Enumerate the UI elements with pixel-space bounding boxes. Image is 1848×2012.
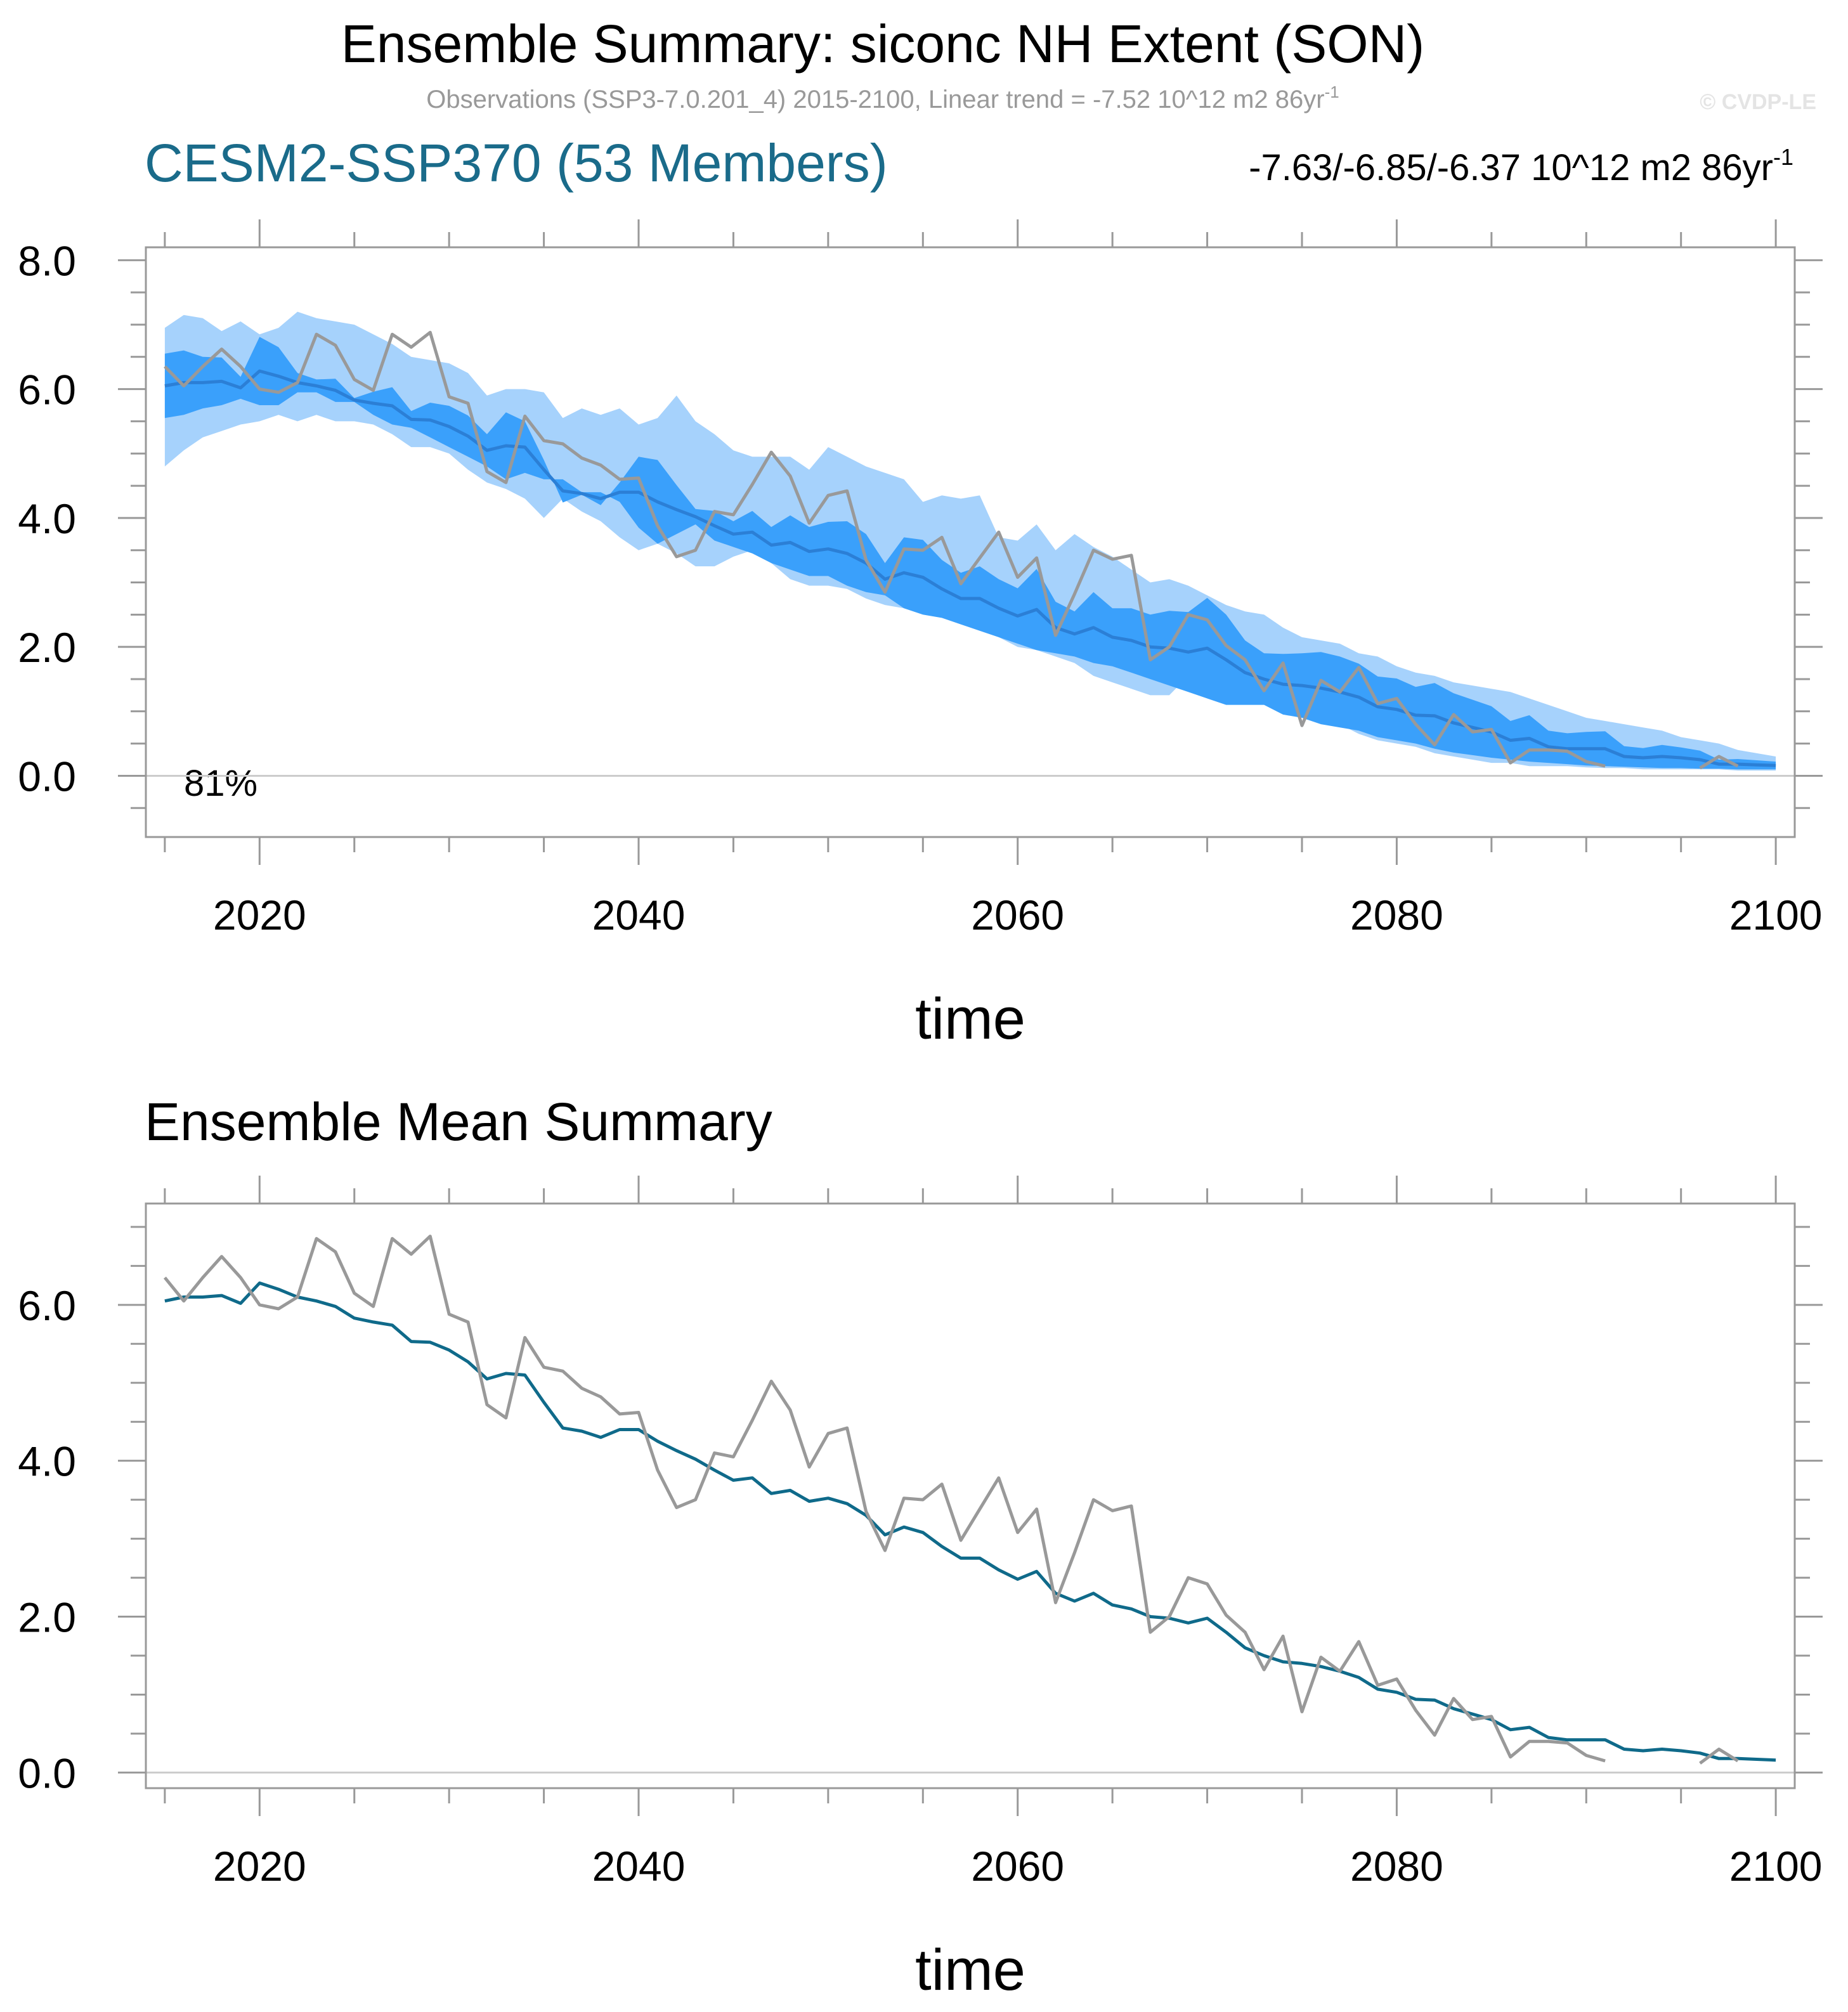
x-tick-label: 2100 xyxy=(1729,1843,1823,1890)
chart-title: Ensemble Mean Summary xyxy=(145,1092,772,1152)
x-tick-label: 2020 xyxy=(213,892,306,938)
y-tick-label: 6.0 xyxy=(18,1282,76,1329)
x-tick-label: 2060 xyxy=(971,1843,1064,1890)
x-axis-label: time xyxy=(915,987,1025,1051)
x-tick-label: 2100 xyxy=(1729,892,1823,938)
y-tick-label: 4.0 xyxy=(18,1438,76,1485)
main-title: Ensemble Summary: siconc NH Extent (SON) xyxy=(341,14,1424,74)
y-tick-label: 2.0 xyxy=(18,1594,76,1641)
y-tick-label: 8.0 xyxy=(18,237,76,284)
copyright-label: © CVDP-LE xyxy=(1700,90,1816,114)
x-tick-label: 2080 xyxy=(1350,892,1443,938)
plot-frame xyxy=(145,246,1796,838)
trend-range-label: -7.63/-6.85/-6.37 10^12 m2 86yr-1 xyxy=(1249,144,1793,188)
x-tick-label: 2020 xyxy=(213,1843,306,1890)
y-tick-label: 4.0 xyxy=(18,495,76,542)
y-tick-label: 2.0 xyxy=(18,624,76,671)
y-tick-label: 0.0 xyxy=(18,1749,76,1796)
ensemble-mean-panel: Ensemble Mean Summary time 2020 2040 2060 2… xyxy=(18,1092,1823,2002)
observations-subtitle-text: Observations (SSP3-7.0.201_4) 2015-2100,… xyxy=(426,86,1324,114)
observations-subtitle-superscript: -1 xyxy=(1325,82,1339,101)
percentage-annotation: 81% xyxy=(184,763,257,804)
x-tick-label: 2040 xyxy=(592,1843,686,1890)
ensemble-summary-panel: time 81% 2020 2040 2060 2080 2100 0.0 2.0 4.0 6.… xyxy=(18,219,1823,1051)
ensemble-inner-band xyxy=(164,337,1776,770)
x-tick-label: 2040 xyxy=(592,892,686,938)
x-tick-label: 2080 xyxy=(1350,1843,1443,1890)
y-tick-label: 0.0 xyxy=(18,753,76,800)
observations-line xyxy=(163,1235,1739,1765)
x-axis-label: time xyxy=(915,1938,1025,2002)
trend-range-superscript: -1 xyxy=(1773,144,1793,170)
ensemble-mean-line xyxy=(164,1281,1776,1762)
plot-frame xyxy=(145,1202,1796,1789)
ensemble-label: CESM2-SSP370 (53 Members) xyxy=(145,133,888,193)
ensemble-mean-line xyxy=(164,369,1776,767)
observations-subtitle: Observations (SSP3-7.0.201_4) 2015-2100,… xyxy=(426,82,1339,114)
trend-range-text: -7.63/-6.85/-6.37 10^12 m2 86yr xyxy=(1249,147,1773,188)
observations-line xyxy=(164,330,1739,770)
x-tick-label: 2060 xyxy=(971,892,1064,938)
y-tick-label: 6.0 xyxy=(18,367,76,413)
ensemble-outer-band xyxy=(164,311,1776,771)
